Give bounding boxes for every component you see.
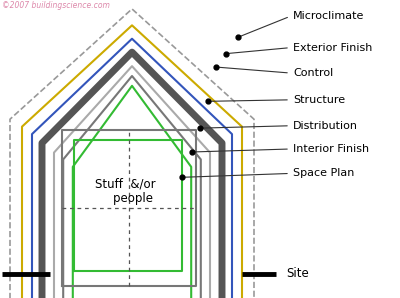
Text: Stuff  &/or
    people: Stuff &/or people (95, 178, 155, 205)
Text: Control: Control (293, 68, 334, 78)
Text: Interior Finish: Interior Finish (293, 144, 369, 154)
Text: Site: Site (286, 267, 309, 280)
Text: ©2007 buildingscience.com: ©2007 buildingscience.com (2, 1, 110, 10)
Text: Distribution: Distribution (293, 121, 358, 131)
Text: Structure: Structure (293, 95, 345, 105)
Text: Exterior Finish: Exterior Finish (293, 43, 372, 53)
Text: Space Plan: Space Plan (293, 168, 354, 179)
Text: Microclimate: Microclimate (293, 11, 364, 21)
